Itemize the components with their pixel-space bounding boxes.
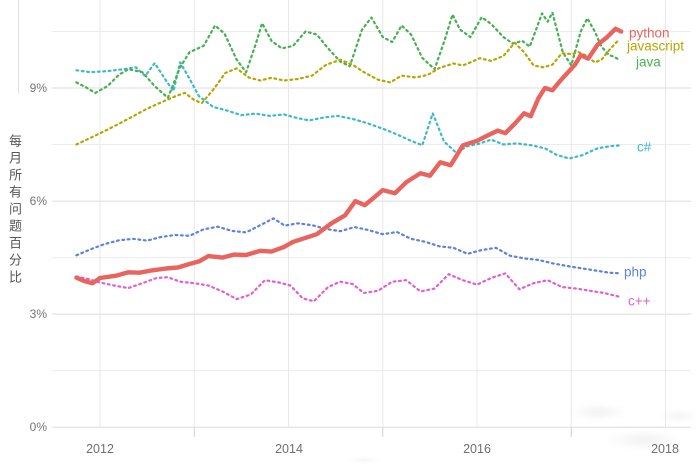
legend-java: java — [636, 54, 661, 70]
x-tick-label-2012: 2012 — [86, 442, 114, 456]
x-tick-label-2016: 2016 — [463, 442, 491, 456]
x-tick-label-2018: 2018 — [651, 442, 679, 456]
watermark-smudge-small — [338, 456, 390, 465]
y-tick-label-3: 3% — [29, 307, 47, 321]
x-tick-label-2014: 2014 — [275, 442, 303, 456]
y-tick-label-0: 0% — [29, 420, 47, 434]
y-tick-label-9: 9% — [29, 81, 47, 95]
left-edge-artifact — [18, 0, 19, 94]
y-tick-label-6: 6% — [29, 194, 47, 208]
legend-javascript: javascript — [627, 38, 685, 54]
watermark-smudge — [566, 398, 698, 462]
legend-python: python — [629, 25, 670, 41]
y-axis-title: 每月所有问题百分比 — [7, 134, 22, 287]
legend-csharp: c# — [637, 139, 652, 155]
legend-cpp: c++ — [628, 293, 651, 309]
legend-php: php — [624, 264, 647, 280]
